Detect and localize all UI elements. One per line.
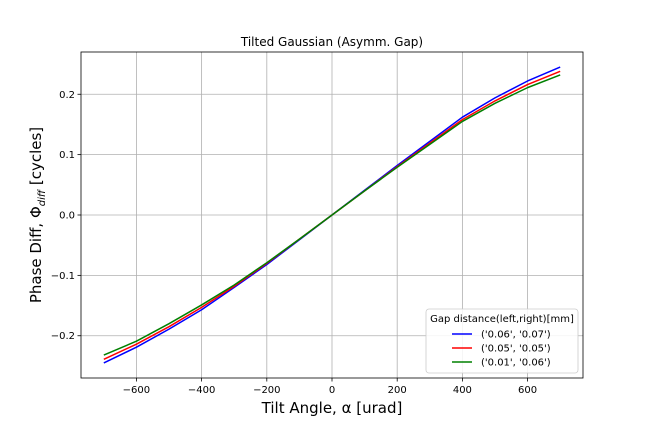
x-axis-ticks: −600 −400 −200 0 200 400 600: [123, 378, 537, 396]
chart-title: Tilted Gaussian (Asymm. Gap): [240, 35, 423, 49]
series-line-3: [103, 74, 561, 356]
x-tick-label: −400: [188, 385, 215, 396]
y-tick-label: 0.1: [59, 150, 75, 161]
x-tick-label: 600: [518, 385, 537, 396]
y-axis-title-prefix: Phase Diff, Φ: [27, 206, 45, 303]
y-axis-title: Phase Diff, Φdiff [cycles]: [27, 127, 48, 303]
y-axis-ticks: −0.2 −0.1 0.0 0.1 0.2: [51, 90, 81, 342]
legend-label-2: ('0.05', '0.05'): [481, 344, 551, 355]
legend-entries: ('0.06', '0.07') ('0.05', '0.05') ('0.01',…: [452, 330, 551, 369]
y-tick-label: 0.2: [59, 90, 75, 101]
x-tick-label: −200: [253, 385, 280, 396]
legend-label-1: ('0.06', '0.07'): [481, 330, 551, 341]
legend-box: [425, 308, 579, 374]
y-axis-title-suffix: [cycles]: [27, 127, 45, 190]
x-tick-label: 400: [453, 385, 472, 396]
x-tick-label: 200: [388, 385, 407, 396]
legend: Gap distance(left,right)[mm] ('0.06', '0…: [425, 308, 579, 374]
x-tick-label: −600: [123, 385, 150, 396]
y-tick-label: −0.2: [51, 331, 75, 342]
legend-label-3: ('0.01', '0.06'): [481, 358, 551, 369]
y-tick-label: 0.0: [59, 211, 75, 222]
y-axis-title-subscript: diff: [37, 188, 48, 206]
y-tick-label: −0.1: [51, 271, 75, 282]
x-axis-title: Tilt Angle, α [urad]: [261, 399, 403, 417]
series-lines: [103, 66, 561, 364]
x-tick-label: 0: [329, 385, 335, 396]
legend-title: Gap distance(left,right)[mm]: [430, 314, 574, 325]
